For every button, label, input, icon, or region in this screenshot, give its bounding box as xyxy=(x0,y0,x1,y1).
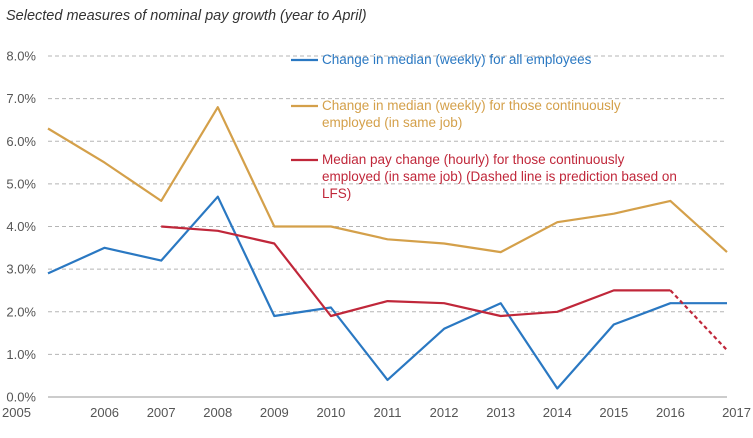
y-tick-label: 0.0% xyxy=(6,390,36,405)
y-axis-ticks: 0.0% 1.0% 2.0% 3.0% 4.0% 5.0% 6.0% 7.0% 8.0% xyxy=(6,49,36,405)
grid-lines xyxy=(48,55,727,398)
x-tick-label: 2017 xyxy=(722,405,751,420)
legend-label: Median pay change (hourly) for those con… xyxy=(322,152,625,167)
x-tick-label: 2006 xyxy=(90,405,119,420)
x-tick-label: 2014 xyxy=(543,405,572,420)
series-line-1 xyxy=(47,195,727,390)
x-tick-label: 2005 xyxy=(2,405,31,420)
chart-title: Selected measures of nominal pay growth … xyxy=(6,8,367,24)
legend-label: employed (in same job) (Dashed line is p… xyxy=(322,169,677,184)
x-tick-label: 2009 xyxy=(260,405,289,420)
legend: Change in median (weekly) for all employ… xyxy=(291,52,677,201)
y-tick-label: 2.0% xyxy=(6,304,36,319)
legend-label: employed (in same job) xyxy=(322,115,462,130)
y-tick-label: 8.0% xyxy=(6,49,36,64)
y-tick-label: 6.0% xyxy=(6,134,36,149)
y-tick-label: 4.0% xyxy=(6,219,36,234)
x-tick-label: 2013 xyxy=(486,405,515,420)
series-line-3 xyxy=(161,225,671,318)
x-tick-label: 2011 xyxy=(374,405,402,420)
y-tick-label: 1.0% xyxy=(6,347,36,362)
x-tick-label: 2007 xyxy=(147,405,176,420)
series-line-2 xyxy=(47,106,728,254)
y-tick-label: 7.0% xyxy=(6,91,36,106)
x-tick-label: 2015 xyxy=(599,405,628,420)
x-tick-label: 2016 xyxy=(656,405,685,420)
x-tick-label: 2010 xyxy=(316,405,345,420)
y-tick-label: 5.0% xyxy=(6,176,36,191)
y-tick-label: 3.0% xyxy=(6,262,36,277)
x-tick-label: 2008 xyxy=(203,405,232,420)
series-line-3-prediction xyxy=(669,289,728,351)
legend-label: LFS) xyxy=(322,186,351,201)
legend-label: Change in median (weekly) for all employ… xyxy=(322,52,592,67)
legend-label: Change in median (weekly) for those cont… xyxy=(322,98,621,113)
x-tick-label: 2012 xyxy=(430,405,459,420)
x-axis-ticks: 2005 2006 2007 2008 2009 2010 2011 2012 2013 2014… xyxy=(2,405,751,420)
series-lines xyxy=(47,106,728,390)
